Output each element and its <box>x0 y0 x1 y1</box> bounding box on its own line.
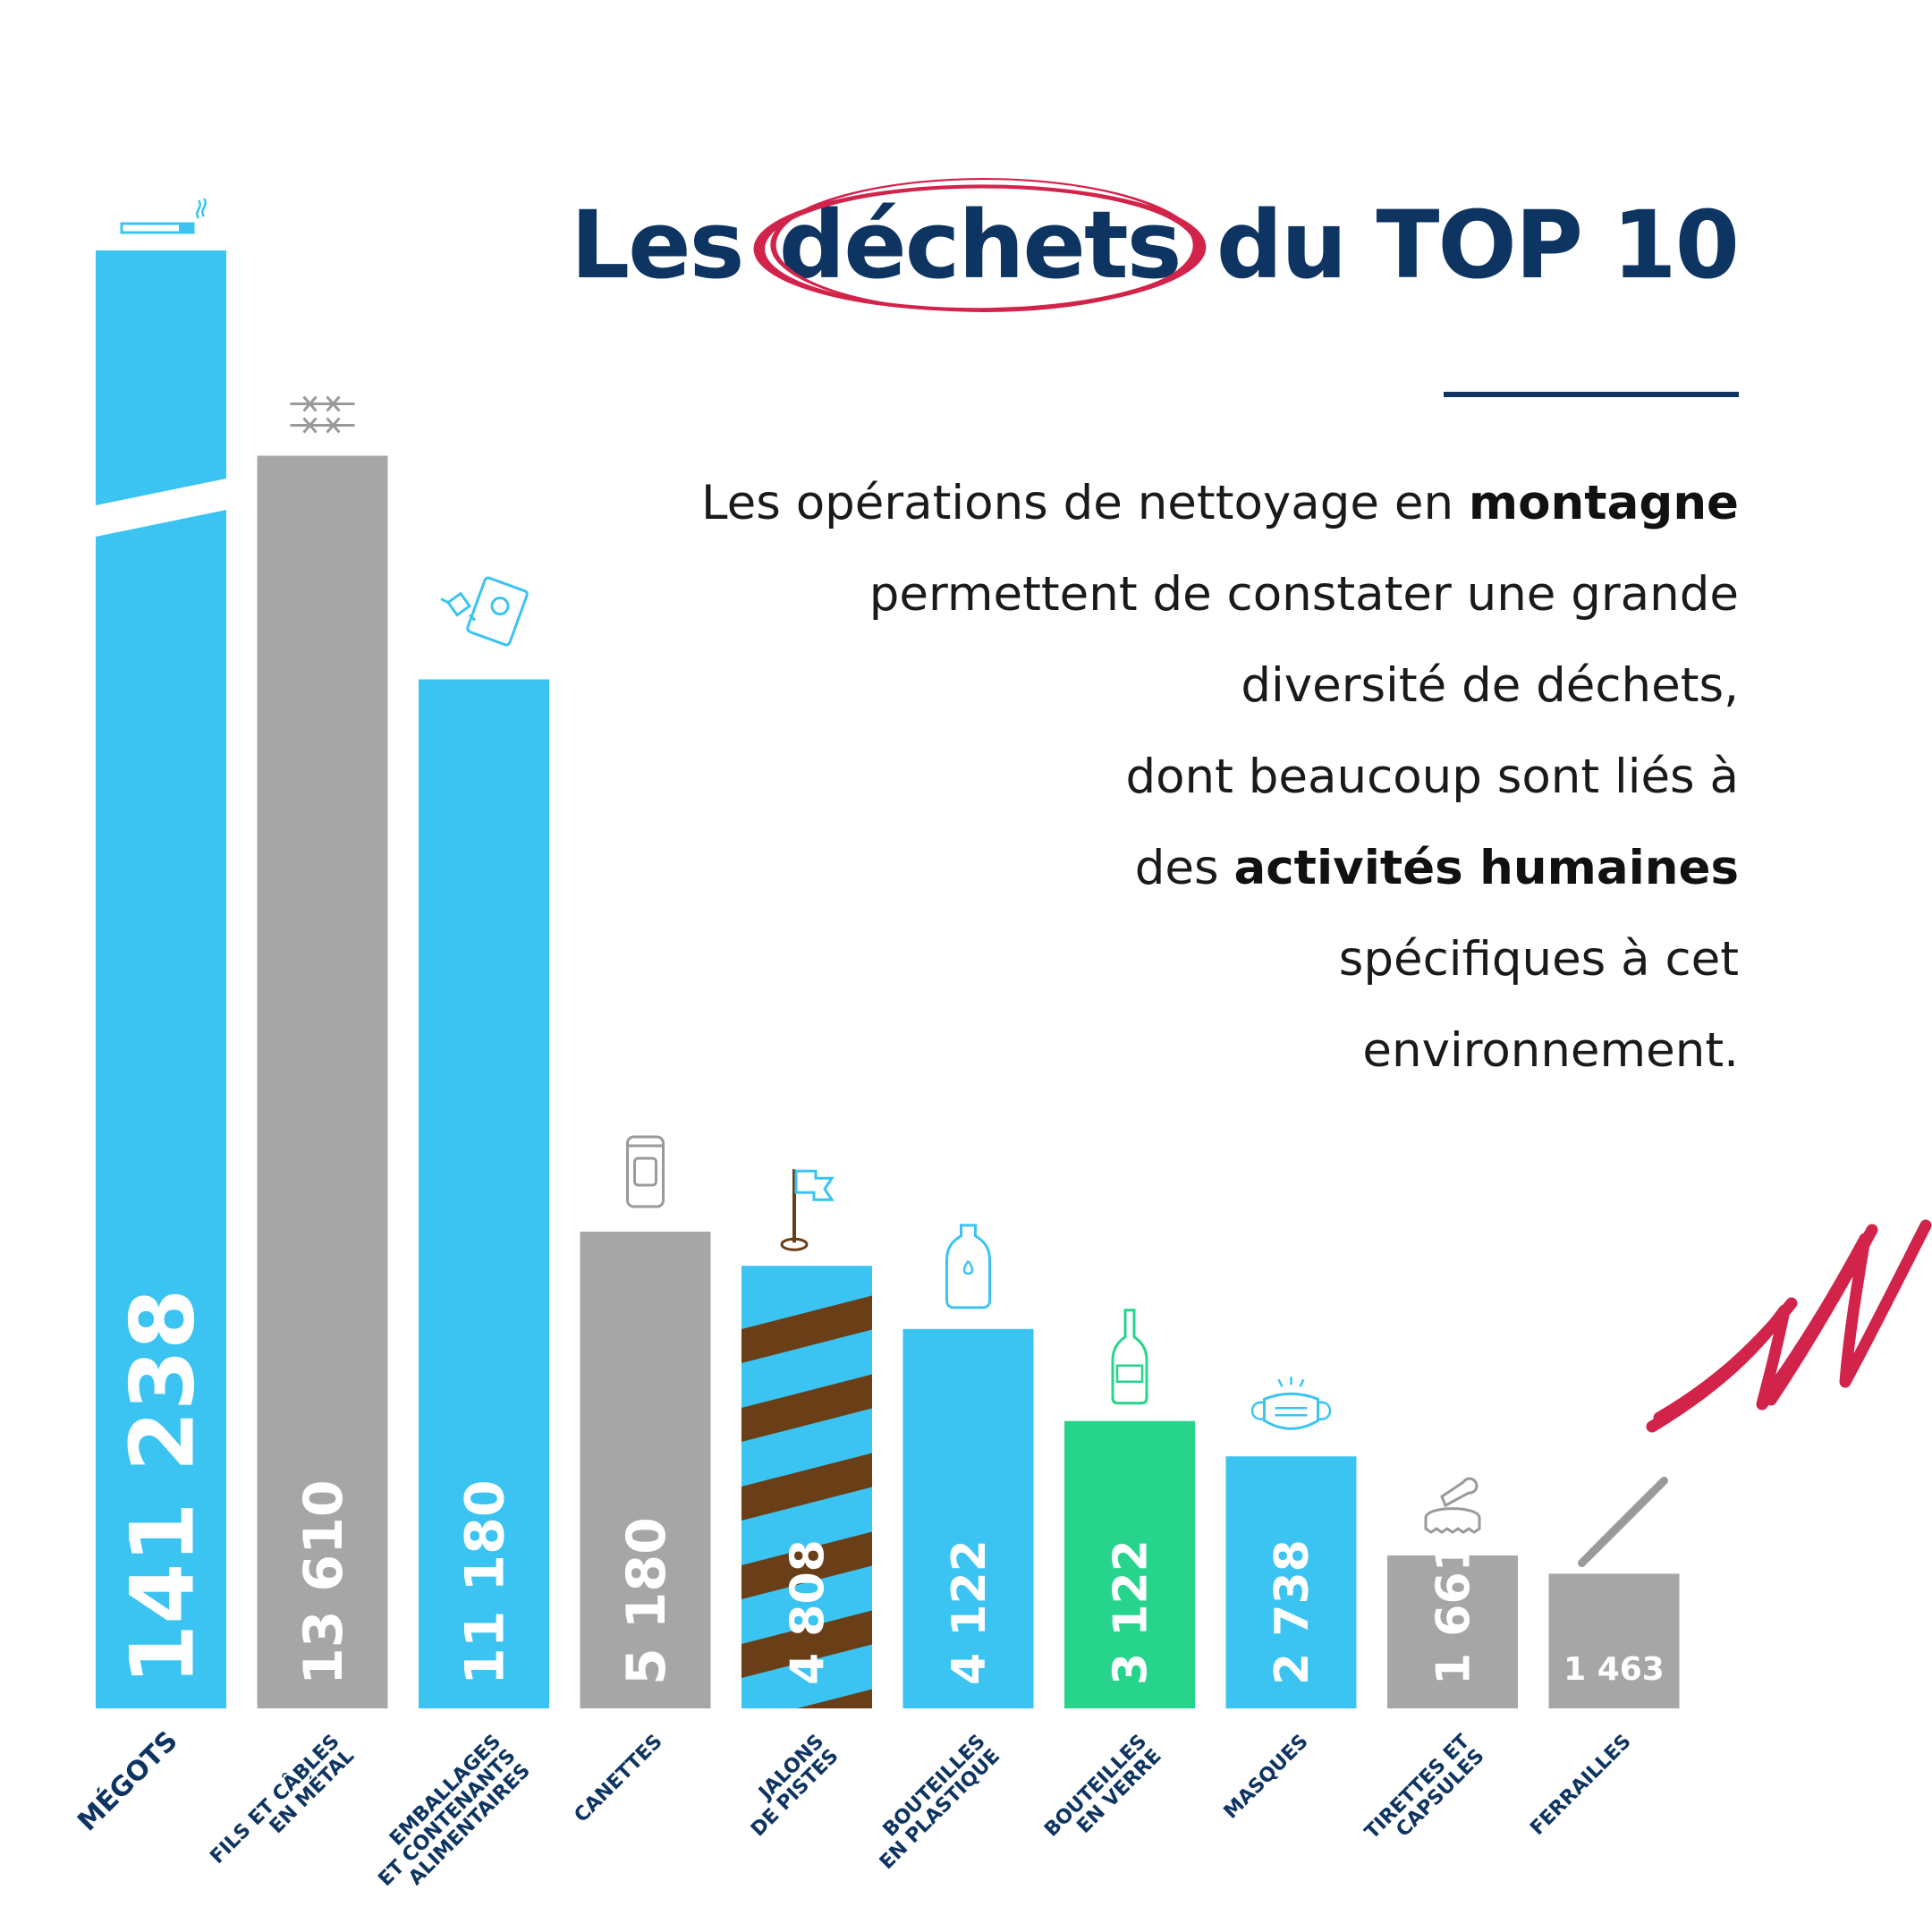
red-scribble-decoration <box>1646 1219 1932 1433</box>
category-label: EMBALLAGESET CONTENANTSALIMENTAIRES <box>360 1731 535 1906</box>
food-packaging-icon <box>440 576 529 647</box>
bar-value-label: 141 238 <box>112 1289 214 1685</box>
bar-stripes <box>741 1295 872 1709</box>
intro-text: spécifiques à cet <box>1338 932 1739 987</box>
bar <box>257 455 388 1709</box>
ski-pole-flag-icon <box>780 1169 835 1251</box>
intro-text: Les opérations de nettoyage en <box>701 476 1469 530</box>
bar <box>1387 1555 1518 1708</box>
bar <box>1548 1573 1680 1708</box>
category-label: MASQUES <box>1220 1731 1313 1824</box>
barbed-wire-icon <box>290 395 355 434</box>
bar <box>902 1328 1034 1708</box>
bar <box>419 679 549 1708</box>
title-before: Les <box>570 191 745 300</box>
intro-line: diversité de déchets, <box>522 640 1739 732</box>
category-label: BOUTEILLESEN VERRE <box>1040 1731 1165 1856</box>
intro-line: environnement. <box>522 1005 1739 1097</box>
bar-value-label: 5 180 <box>615 1517 678 1685</box>
bar-value-label: 13 610 <box>292 1479 355 1685</box>
intro-line: permettent de constater une grande <box>522 549 1739 640</box>
title-after: du TOP 10 <box>1216 191 1740 300</box>
intro-text: des <box>1134 841 1234 895</box>
cigarette-icon <box>120 198 207 234</box>
bar-value-label: 11 180 <box>454 1479 517 1685</box>
face-mask-icon <box>1250 1377 1332 1430</box>
bar <box>580 1231 711 1708</box>
intro-paragraph: Les opérations de nettoyage en montagne p… <box>522 458 1739 1097</box>
bar-megots-top <box>96 250 226 505</box>
intro-text: dont beaucoup sont liés à <box>1125 750 1739 804</box>
bar <box>1064 1420 1195 1708</box>
intro-line: des activités humaines <box>522 823 1739 914</box>
intro-line: Les opérations de nettoyage en montagne <box>522 458 1739 549</box>
can-icon <box>626 1135 665 1208</box>
intro-text: permettent de constater une grande <box>869 567 1739 622</box>
bar-value-label: 3 122 <box>1105 1539 1158 1685</box>
bar-value-label: 4 808 <box>782 1539 835 1685</box>
bar-value-label: 1 661 <box>1428 1539 1481 1685</box>
intro-emphasis: activités humaines <box>1233 841 1739 895</box>
category-label: BOUTEILLESEN PLASTIQUE <box>861 1731 1005 1875</box>
category-label: MÉGOTS <box>71 1724 183 1837</box>
intro-line: dont beaucoup sont liés à <box>522 732 1739 823</box>
intro-text: environnement. <box>1362 1023 1739 1078</box>
intro-emphasis: montagne <box>1468 476 1739 530</box>
title-underline-rule <box>1444 392 1739 397</box>
scrap-metal-icon <box>1578 1476 1668 1567</box>
glass-bottle-icon <box>1111 1309 1148 1405</box>
bar <box>96 510 226 1708</box>
plastic-bottle-icon <box>945 1224 991 1309</box>
bar-value-label: 2 738 <box>1266 1539 1319 1685</box>
category-label: FILS ET CÂBLESEN MÉTAL <box>206 1730 359 1883</box>
intro-line: spécifiques à cet <box>522 914 1739 1005</box>
category-label: FERRAILLES <box>1526 1731 1635 1840</box>
category-label: JALONSDE PISTES <box>733 1731 843 1842</box>
bottle-cap-icon <box>1424 1477 1481 1534</box>
bar-value-label: 1 463 <box>1563 1651 1665 1688</box>
bar-value-label: 4 122 <box>943 1539 996 1685</box>
bar <box>1225 1456 1357 1708</box>
category-label: CANETTES <box>571 1731 667 1827</box>
category-label: TIRETTES ETCAPSULES <box>1360 1731 1488 1859</box>
intro-text: diversité de déchets, <box>1241 658 1739 713</box>
